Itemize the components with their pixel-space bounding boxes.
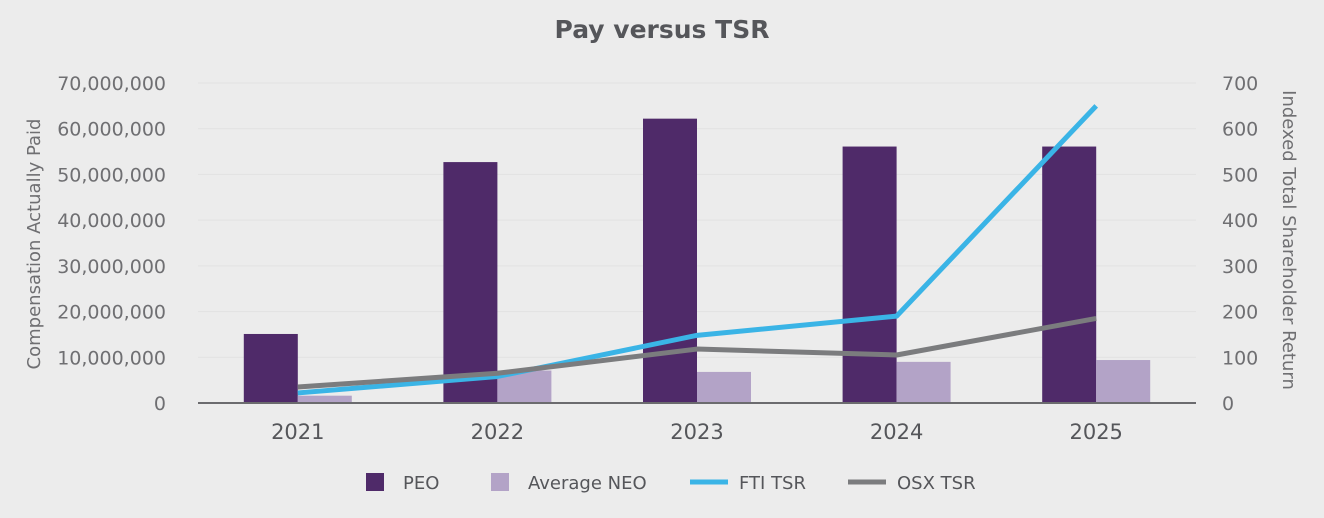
x-tick-label: 2023 bbox=[670, 420, 723, 444]
y2-tick-label: 700 bbox=[1222, 73, 1258, 95]
y-tick-label: 10,000,000 bbox=[57, 347, 166, 369]
legend-swatch-peo bbox=[366, 473, 384, 491]
y2-tick-label: 500 bbox=[1222, 164, 1258, 186]
y-tick-label: 20,000,000 bbox=[57, 302, 166, 324]
bar-average-neo bbox=[896, 361, 951, 403]
left-axis-ticks: 0 10,000,000 20,000,000 30,000,000 40,000,00… bbox=[57, 73, 166, 415]
bar-average-neo bbox=[297, 395, 352, 403]
legend-swatch-average-neo bbox=[491, 473, 509, 491]
y2-tick-label: 0 bbox=[1222, 393, 1234, 415]
bar-average-neo bbox=[697, 371, 751, 403]
x-axis-ticks: 2021 2022 2023 2024 2025 bbox=[271, 420, 1123, 444]
lines-group bbox=[297, 104, 1099, 396]
bar-peo bbox=[243, 333, 298, 403]
y2-tick-label: 600 bbox=[1222, 119, 1258, 141]
legend-label-peo: PEO bbox=[403, 473, 439, 494]
y-tick-label: 0 bbox=[154, 393, 166, 415]
y2-tick-label: 200 bbox=[1222, 302, 1258, 324]
bar-peo bbox=[842, 146, 897, 404]
y-tick-label: 40,000,000 bbox=[57, 210, 166, 232]
y2-axis-title: Indexed Total Shareholder Return bbox=[1278, 90, 1299, 390]
legend-label-average-neo: Average NEO bbox=[528, 473, 647, 494]
y-tick-label: 30,000,000 bbox=[57, 256, 166, 278]
x-tick-label: 2021 bbox=[271, 420, 324, 444]
bar-peo bbox=[1042, 146, 1097, 404]
y-tick-label: 70,000,000 bbox=[57, 73, 166, 95]
right-axis-ticks: 0 100 200 300 400 500 600 700 bbox=[1222, 73, 1258, 415]
line-osx-tsr bbox=[297, 315, 1097, 390]
y-tick-label: 60,000,000 bbox=[57, 119, 166, 141]
x-tick-label: 2024 bbox=[870, 420, 923, 444]
legend-label-osx-tsr: OSX TSR bbox=[897, 473, 976, 494]
line-fti-tsr bbox=[297, 104, 1099, 396]
y-tick-label: 50,000,000 bbox=[57, 164, 166, 186]
x-tick-label: 2025 bbox=[1069, 420, 1122, 444]
bar-average-neo bbox=[1096, 360, 1151, 403]
x-tick-label: 2022 bbox=[471, 420, 524, 444]
bars-group bbox=[243, 118, 1151, 404]
y-axis-title: Compensation Actually Paid bbox=[24, 119, 45, 370]
chart-title: Pay versus TSR bbox=[555, 15, 770, 44]
bar-peo bbox=[443, 162, 498, 403]
y2-tick-label: 400 bbox=[1222, 210, 1258, 232]
y2-tick-label: 300 bbox=[1222, 256, 1258, 278]
bar-peo bbox=[643, 118, 697, 404]
legend-label-fti-tsr: FTI TSR bbox=[739, 473, 806, 494]
y2-tick-label: 100 bbox=[1222, 347, 1258, 369]
legend: PEO Average NEO FTI TSR OSX TSR bbox=[366, 473, 976, 494]
